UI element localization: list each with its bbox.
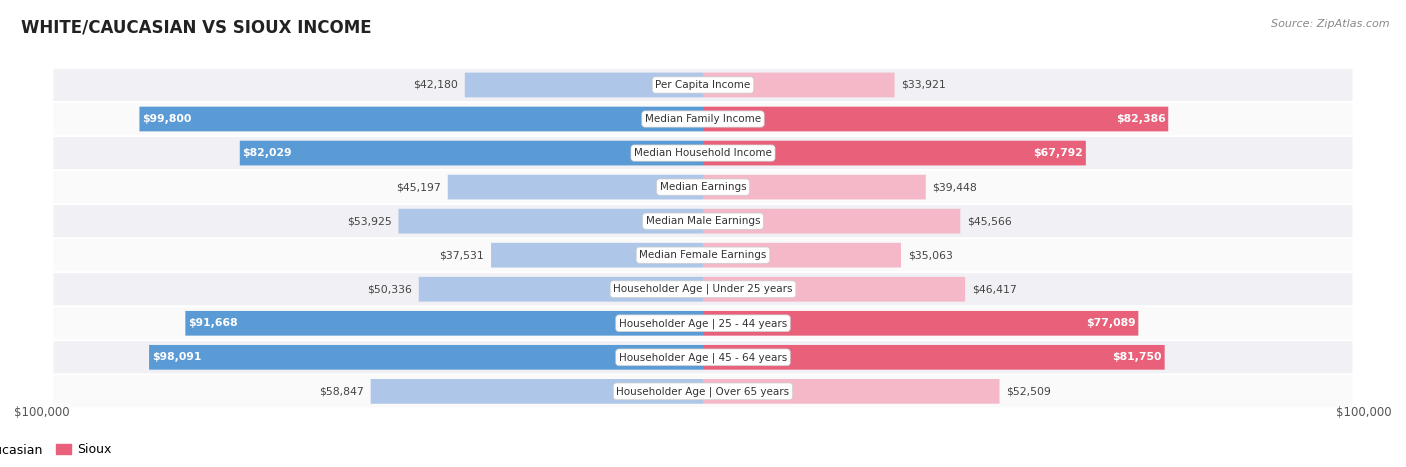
FancyBboxPatch shape: [703, 209, 960, 234]
FancyBboxPatch shape: [703, 106, 1168, 131]
Text: $98,091: $98,091: [152, 352, 201, 362]
Text: $99,800: $99,800: [142, 114, 191, 124]
Text: $45,566: $45,566: [967, 216, 1012, 226]
FancyBboxPatch shape: [703, 345, 1164, 370]
FancyBboxPatch shape: [703, 73, 894, 97]
FancyBboxPatch shape: [53, 273, 1353, 305]
Text: $82,029: $82,029: [243, 148, 292, 158]
FancyBboxPatch shape: [491, 243, 703, 268]
Text: $100,000: $100,000: [14, 406, 70, 419]
FancyBboxPatch shape: [53, 205, 1353, 237]
FancyBboxPatch shape: [139, 106, 703, 131]
Text: $35,063: $35,063: [908, 250, 953, 260]
Text: $37,531: $37,531: [440, 250, 484, 260]
Text: Median Household Income: Median Household Income: [634, 148, 772, 158]
FancyBboxPatch shape: [53, 341, 1353, 373]
Text: $42,180: $42,180: [413, 80, 458, 90]
Text: Per Capita Income: Per Capita Income: [655, 80, 751, 90]
FancyBboxPatch shape: [703, 175, 925, 199]
Text: $45,197: $45,197: [396, 182, 441, 192]
FancyBboxPatch shape: [465, 73, 703, 97]
FancyBboxPatch shape: [240, 141, 703, 165]
Text: $33,921: $33,921: [901, 80, 946, 90]
FancyBboxPatch shape: [53, 239, 1353, 271]
Text: $77,089: $77,089: [1085, 318, 1136, 328]
Text: $46,417: $46,417: [972, 284, 1017, 294]
Text: WHITE/CAUCASIAN VS SIOUX INCOME: WHITE/CAUCASIAN VS SIOUX INCOME: [21, 19, 371, 37]
Text: Householder Age | 45 - 64 years: Householder Age | 45 - 64 years: [619, 352, 787, 362]
FancyBboxPatch shape: [703, 277, 965, 302]
FancyBboxPatch shape: [703, 141, 1085, 165]
FancyBboxPatch shape: [398, 209, 703, 234]
Text: $53,925: $53,925: [347, 216, 392, 226]
FancyBboxPatch shape: [53, 137, 1353, 169]
Text: $100,000: $100,000: [1336, 406, 1392, 419]
Text: Householder Age | 25 - 44 years: Householder Age | 25 - 44 years: [619, 318, 787, 328]
FancyBboxPatch shape: [53, 69, 1353, 101]
Text: $52,509: $52,509: [1007, 386, 1052, 396]
FancyBboxPatch shape: [419, 277, 703, 302]
FancyBboxPatch shape: [53, 103, 1353, 135]
FancyBboxPatch shape: [186, 311, 703, 336]
Text: $39,448: $39,448: [932, 182, 977, 192]
Text: $50,336: $50,336: [367, 284, 412, 294]
FancyBboxPatch shape: [447, 175, 703, 199]
FancyBboxPatch shape: [53, 171, 1353, 203]
Text: Householder Age | Under 25 years: Householder Age | Under 25 years: [613, 284, 793, 295]
Text: $58,847: $58,847: [319, 386, 364, 396]
Text: $82,386: $82,386: [1116, 114, 1166, 124]
Text: $67,792: $67,792: [1033, 148, 1083, 158]
Text: Median Family Income: Median Family Income: [645, 114, 761, 124]
Text: Median Earnings: Median Earnings: [659, 182, 747, 192]
FancyBboxPatch shape: [703, 243, 901, 268]
FancyBboxPatch shape: [703, 311, 1139, 336]
FancyBboxPatch shape: [371, 379, 703, 403]
Text: $91,668: $91,668: [188, 318, 238, 328]
FancyBboxPatch shape: [53, 307, 1353, 340]
Text: Householder Age | Over 65 years: Householder Age | Over 65 years: [616, 386, 790, 396]
Text: Median Female Earnings: Median Female Earnings: [640, 250, 766, 260]
Legend: White/Caucasian, Sioux: White/Caucasian, Sioux: [0, 439, 117, 461]
FancyBboxPatch shape: [149, 345, 703, 370]
FancyBboxPatch shape: [53, 375, 1353, 407]
Text: Median Male Earnings: Median Male Earnings: [645, 216, 761, 226]
FancyBboxPatch shape: [703, 379, 1000, 403]
Text: Source: ZipAtlas.com: Source: ZipAtlas.com: [1271, 19, 1389, 28]
Text: $81,750: $81,750: [1112, 352, 1161, 362]
